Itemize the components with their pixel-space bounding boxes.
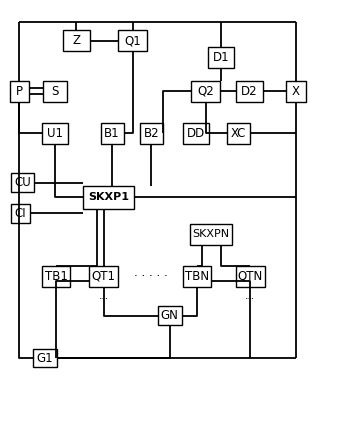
Text: Q2: Q2 bbox=[197, 85, 214, 97]
Text: GN: GN bbox=[161, 309, 179, 322]
Text: SKXP1: SKXP1 bbox=[88, 192, 129, 202]
Text: CU: CU bbox=[14, 176, 31, 189]
Bar bbox=[183, 123, 209, 144]
Text: P: P bbox=[16, 85, 23, 97]
Text: D2: D2 bbox=[241, 85, 258, 97]
Bar bbox=[208, 47, 234, 68]
Bar bbox=[11, 204, 30, 223]
Bar bbox=[190, 224, 232, 245]
Bar bbox=[236, 266, 265, 287]
Text: Q1: Q1 bbox=[124, 34, 141, 47]
Bar bbox=[183, 266, 211, 287]
Bar bbox=[11, 173, 34, 192]
Bar bbox=[10, 81, 29, 102]
Text: QT1: QT1 bbox=[92, 270, 116, 283]
Bar bbox=[89, 266, 118, 287]
Bar bbox=[236, 81, 263, 102]
Text: TBN: TBN bbox=[185, 270, 209, 283]
Bar bbox=[83, 186, 134, 209]
Bar bbox=[43, 81, 67, 102]
Bar bbox=[101, 123, 124, 144]
Bar bbox=[140, 123, 163, 144]
Text: CI: CI bbox=[15, 207, 26, 220]
Bar bbox=[227, 123, 250, 144]
Bar bbox=[42, 123, 68, 144]
Bar bbox=[192, 81, 220, 102]
Text: G1: G1 bbox=[37, 352, 53, 365]
Text: XC: XC bbox=[231, 127, 246, 140]
Text: TB1: TB1 bbox=[44, 270, 67, 283]
Bar bbox=[286, 81, 306, 102]
Text: SKXPN: SKXPN bbox=[193, 229, 230, 239]
Text: DD: DD bbox=[187, 127, 205, 140]
Text: B1: B1 bbox=[104, 127, 120, 140]
Bar bbox=[63, 30, 90, 51]
Bar bbox=[158, 306, 182, 325]
Text: ...: ... bbox=[245, 291, 255, 301]
Bar bbox=[33, 349, 57, 368]
Bar bbox=[118, 30, 147, 51]
Text: D1: D1 bbox=[213, 51, 229, 64]
Text: QTN: QTN bbox=[238, 270, 263, 283]
Text: S: S bbox=[52, 85, 59, 97]
Text: Z: Z bbox=[72, 34, 81, 47]
Text: · · · · ·: · · · · · bbox=[134, 270, 167, 283]
Text: U1: U1 bbox=[47, 127, 63, 140]
Bar bbox=[42, 266, 70, 287]
Text: ...: ... bbox=[99, 291, 109, 301]
Text: B2: B2 bbox=[144, 127, 159, 140]
Text: X: X bbox=[292, 85, 300, 97]
